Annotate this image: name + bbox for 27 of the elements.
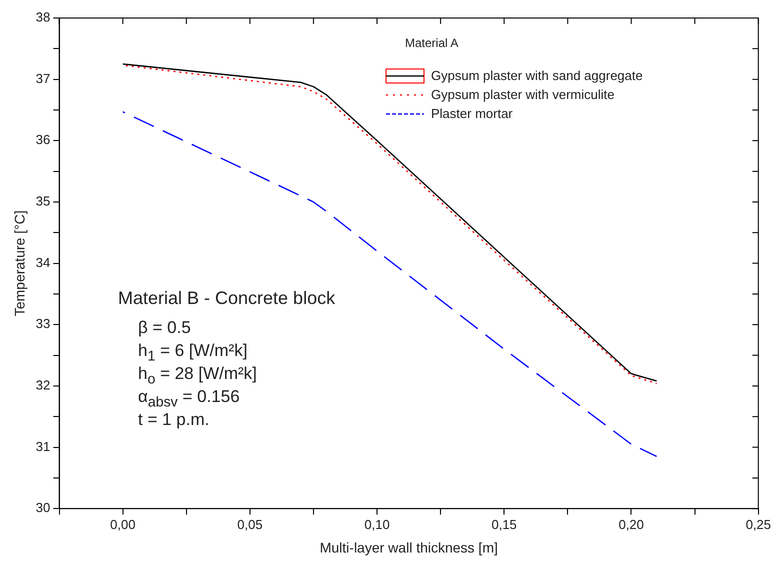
legend-title: Material A bbox=[405, 36, 460, 50]
y-tick-label: 35 bbox=[36, 194, 50, 209]
legend-label: Gypsum plaster with vermiculite bbox=[431, 87, 614, 102]
legend-label: Plaster mortar bbox=[431, 106, 513, 121]
annotation: h$_{o}$ = 28 [W/m²k] bbox=[138, 364, 257, 388]
annotation: α$_{absv}$ = 0.156 bbox=[138, 387, 240, 410]
x-tick-label: 0,10 bbox=[364, 516, 390, 532]
x-tick-label: 0,20 bbox=[618, 516, 644, 532]
annotation: β = 0.5 bbox=[138, 318, 191, 338]
y-tick-label: 38 bbox=[36, 10, 50, 25]
legend-label: Gypsum plaster with sand aggregate bbox=[431, 68, 643, 83]
x-tick-label: 0,25 bbox=[746, 516, 772, 532]
y-tick-label: 37 bbox=[36, 70, 50, 86]
y-tick-label: 30 bbox=[36, 500, 50, 516]
y-tick-label: 31 bbox=[36, 438, 50, 454]
y-axis-title: Temperature [°C] bbox=[11, 210, 28, 316]
y-tick-label: 32 bbox=[36, 378, 50, 393]
y-tick-label: 36 bbox=[36, 132, 50, 148]
x-tick-label: 0,15 bbox=[491, 516, 517, 532]
x-tick-label: 0,05 bbox=[237, 516, 263, 532]
y-tick-label: 33 bbox=[36, 316, 50, 332]
annotation: h$_{1}$ = 6 [W/m²k] bbox=[138, 341, 248, 364]
y-tick-label: 34 bbox=[36, 254, 50, 270]
x-axis-title: Multi-layer wall thickness [m] bbox=[320, 539, 498, 556]
annotation: t = 1 p.m. bbox=[138, 410, 210, 430]
annotation: Material B - Concrete block bbox=[118, 288, 336, 309]
x-tick-label: 0,00 bbox=[110, 516, 136, 532]
